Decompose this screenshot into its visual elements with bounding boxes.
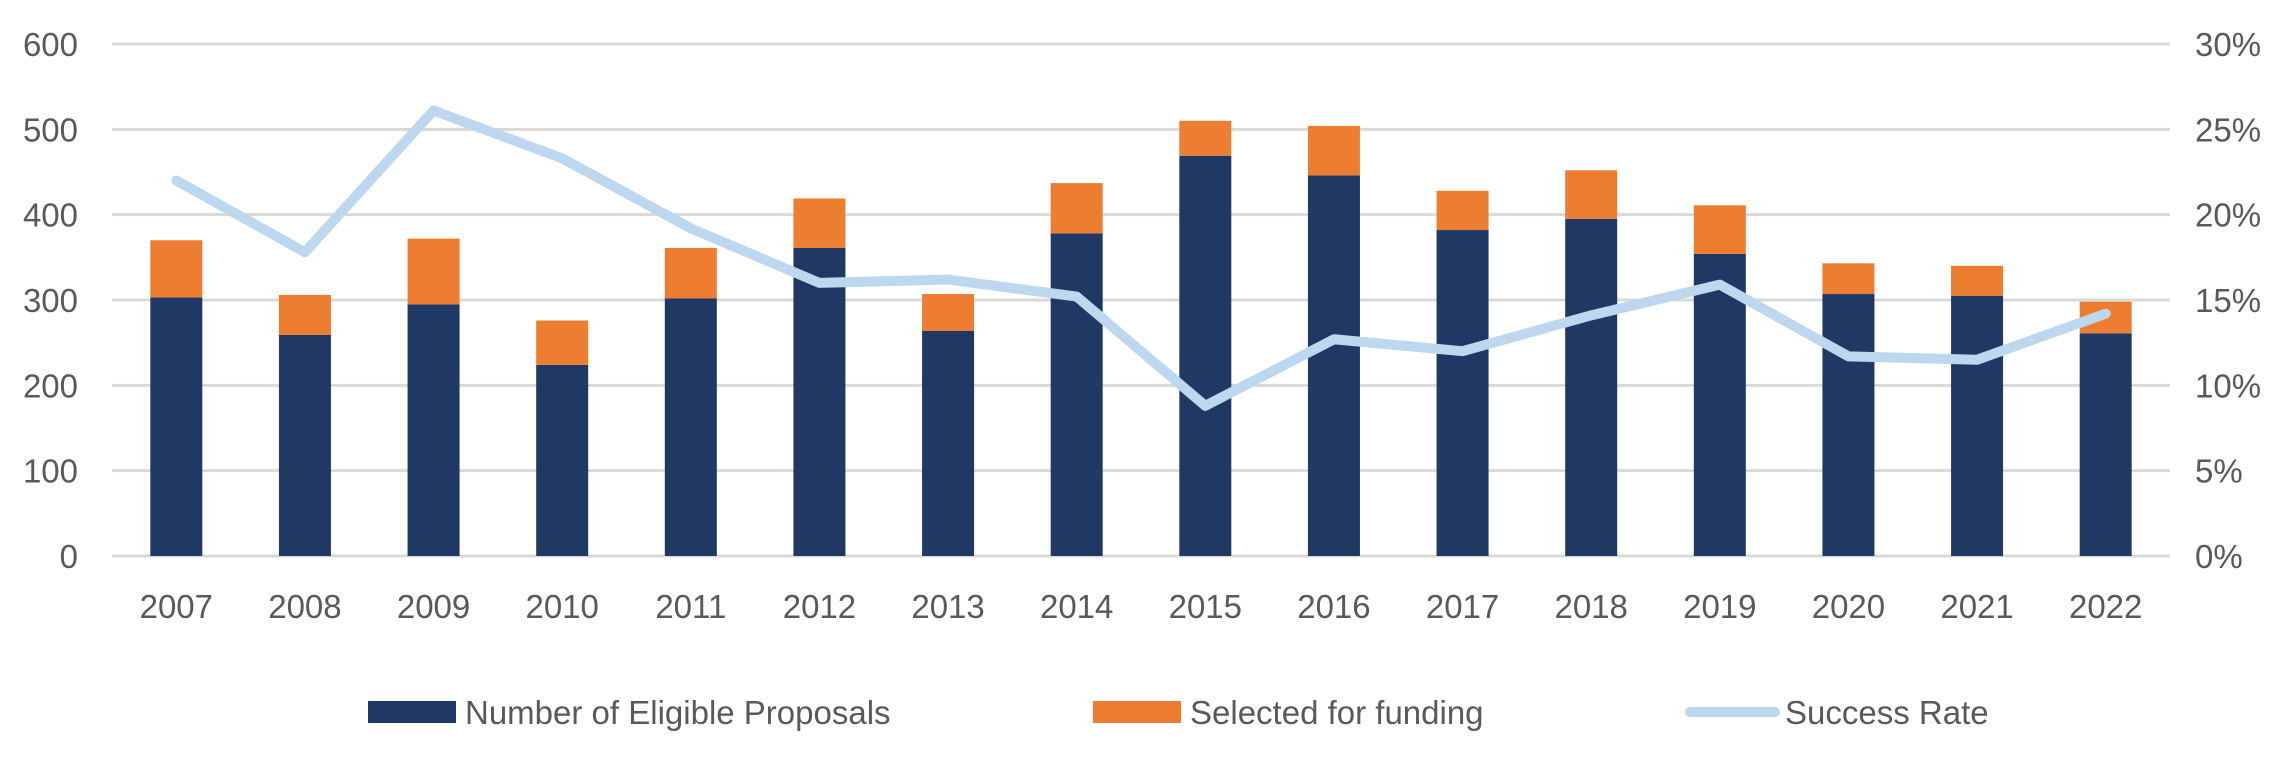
bar-selected-for-funding <box>407 238 460 305</box>
bar-eligible-proposals <box>1693 253 1746 557</box>
bar-selected-for-funding <box>150 240 203 298</box>
y-axis-left: 0 100 200 300 400 500 600 <box>23 26 78 575</box>
y-tick-label: 500 <box>23 111 78 148</box>
bar-selected-for-funding <box>1693 205 1746 254</box>
x-tick-label: 2010 <box>525 588 598 625</box>
bar-eligible-proposals <box>1565 218 1618 556</box>
x-tick-label: 2015 <box>1169 588 1242 625</box>
bar-eligible-proposals <box>2079 333 2132 556</box>
y-tick-label: 100 <box>23 453 78 490</box>
y-axis-right: 0% 5% 10% 15% 20% 25% 30% <box>2195 26 2261 575</box>
x-tick-label: 2018 <box>1554 588 1627 625</box>
y-tick-label: 400 <box>23 197 78 234</box>
bar-eligible-proposals <box>1307 175 1360 556</box>
bar-selected-for-funding <box>536 320 589 365</box>
x-tick-label: 2011 <box>655 588 726 625</box>
bar-selected-for-funding <box>1050 183 1103 234</box>
x-tick-label: 2022 <box>2069 588 2142 625</box>
bar-eligible-proposals <box>1822 294 1875 556</box>
x-tick-label: 2014 <box>1040 588 1113 625</box>
bar-eligible-proposals <box>1179 155 1232 556</box>
y-tick-label: 0 <box>60 538 78 575</box>
bar-eligible-proposals <box>664 298 717 556</box>
y-tick-label: 200 <box>23 367 78 404</box>
y2-tick-label: 15% <box>2195 282 2261 319</box>
x-tick-label: 2020 <box>1812 588 1885 625</box>
bar-eligible-proposals <box>407 304 460 556</box>
legend-label-success-rate: Success Rate <box>1785 694 1989 731</box>
bar-selected-for-funding <box>1307 125 1360 176</box>
bar-eligible-proposals <box>1951 295 2004 556</box>
bar-selected-for-funding <box>1565 170 1618 219</box>
bar-eligible-proposals <box>793 247 846 557</box>
bar-selected-for-funding <box>278 294 331 335</box>
bar-eligible-proposals <box>150 297 203 556</box>
x-tick-label: 2008 <box>268 588 341 625</box>
x-tick-label: 2009 <box>397 588 470 625</box>
bar-eligible-proposals <box>922 330 975 556</box>
success-rate-line-group <box>171 105 2111 411</box>
legend: Number of Eligible Proposals Selected fo… <box>368 694 1989 731</box>
y-tick-label: 600 <box>23 26 78 63</box>
y-tick-label: 300 <box>23 282 78 319</box>
y2-tick-label: 0% <box>2195 538 2243 575</box>
x-tick-label: 2016 <box>1297 588 1370 625</box>
x-tick-label: 2021 <box>1940 588 2013 625</box>
bar-eligible-proposals <box>536 364 589 556</box>
bars <box>150 120 2132 557</box>
bar-selected-for-funding <box>1822 263 1875 295</box>
bar-selected-for-funding <box>1951 265 2004 296</box>
bar-selected-for-funding <box>1179 120 1232 156</box>
bar-selected-for-funding <box>793 198 846 248</box>
legend-label-selected-for-funding: Selected for funding <box>1190 694 1484 731</box>
y2-tick-label: 5% <box>2195 453 2243 490</box>
success-rate-line <box>171 105 2111 411</box>
bar-eligible-proposals <box>278 334 331 556</box>
x-tick-label: 2019 <box>1683 588 1756 625</box>
x-tick-label: 2007 <box>140 588 213 625</box>
x-axis: 2007 2008 2009 2010 2011 2012 2013 2014 2015 2016… <box>140 588 2143 625</box>
bar-selected-for-funding <box>922 294 975 331</box>
bar-eligible-proposals <box>1050 233 1103 556</box>
y2-tick-label: 10% <box>2195 367 2261 404</box>
x-tick-label: 2017 <box>1426 588 1499 625</box>
y2-tick-label: 25% <box>2195 111 2261 148</box>
legend-swatch-eligible-proposals <box>368 701 456 723</box>
legend-label-eligible-proposals: Number of Eligible Proposals <box>465 694 891 731</box>
bar-selected-for-funding <box>664 247 717 299</box>
legend-swatch-selected-for-funding <box>1093 701 1181 723</box>
x-tick-label: 2013 <box>911 588 984 625</box>
y2-tick-label: 20% <box>2195 197 2261 234</box>
y2-tick-label: 30% <box>2195 26 2261 63</box>
bar-eligible-proposals <box>1436 230 1489 556</box>
x-tick-label: 2012 <box>783 588 856 625</box>
bar-selected-for-funding <box>1436 190 1489 231</box>
